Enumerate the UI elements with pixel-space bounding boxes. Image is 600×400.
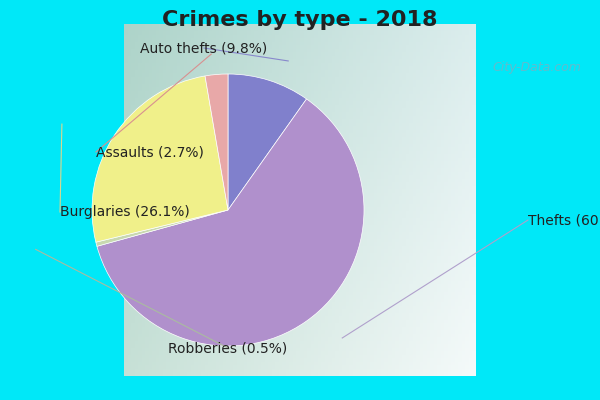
Wedge shape xyxy=(205,74,228,210)
Wedge shape xyxy=(228,74,307,210)
Text: Assaults (2.7%): Assaults (2.7%) xyxy=(96,145,204,159)
Text: Thefts (60.9%): Thefts (60.9%) xyxy=(528,213,600,227)
Text: Auto thefts (9.8%): Auto thefts (9.8%) xyxy=(140,41,268,55)
Wedge shape xyxy=(97,99,364,346)
Text: Robberies (0.5%): Robberies (0.5%) xyxy=(169,341,287,355)
Wedge shape xyxy=(92,76,228,242)
Text: City-Data.com: City-Data.com xyxy=(492,62,581,74)
Text: Crimes by type - 2018: Crimes by type - 2018 xyxy=(162,10,438,30)
Text: Burglaries (26.1%): Burglaries (26.1%) xyxy=(60,205,190,219)
Wedge shape xyxy=(96,210,228,246)
